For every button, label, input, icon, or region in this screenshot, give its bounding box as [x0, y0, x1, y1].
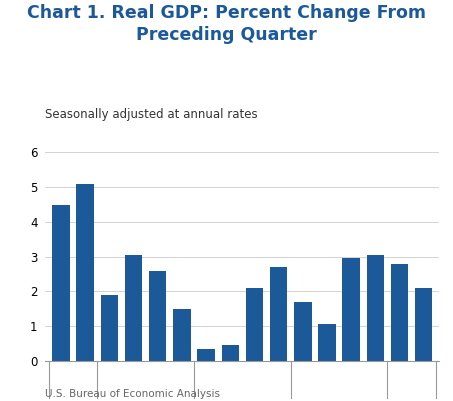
Bar [391, 263, 408, 361]
Text: Chart 1. Real GDP: Percent Change From
Preceding Quarter: Chart 1. Real GDP: Percent Change From P… [27, 4, 426, 44]
Bar [77, 184, 94, 361]
Bar [342, 258, 360, 361]
Bar [198, 349, 215, 361]
Bar [125, 255, 142, 361]
Bar [294, 302, 312, 361]
Bar [52, 205, 70, 361]
Bar [222, 345, 239, 361]
Bar [101, 295, 118, 361]
Bar [270, 267, 287, 361]
Text: Seasonally adjusted at annual rates: Seasonally adjusted at annual rates [45, 108, 258, 121]
Bar [246, 288, 263, 361]
Bar [366, 255, 384, 361]
Text: U.S. Bureau of Economic Analysis: U.S. Bureau of Economic Analysis [45, 389, 220, 399]
Bar [149, 271, 166, 361]
Bar [173, 309, 191, 361]
Bar [415, 288, 433, 361]
Bar [318, 324, 336, 361]
